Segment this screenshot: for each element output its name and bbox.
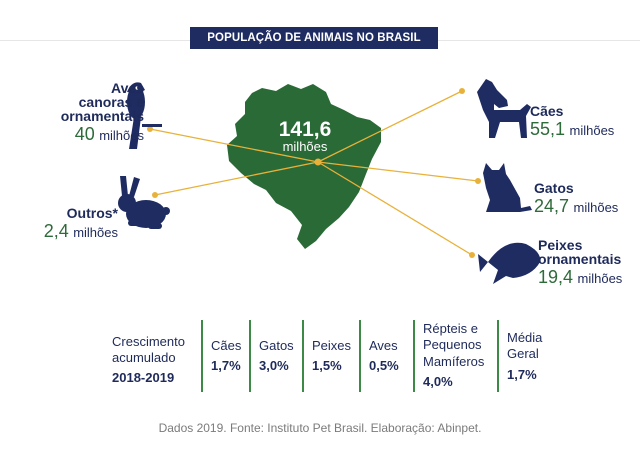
connector-gatos [317,161,479,182]
growth-value: 3,0% [259,358,289,374]
caes-label: Cães 55,1 milhões [530,104,630,139]
caes-name: Cães [530,103,564,119]
growth-label: Pequenos [423,337,482,353]
growth-period: 2018-2019 [112,369,175,385]
aves-name-line-1: Aves [111,80,144,96]
connector-caes [317,90,463,163]
end-dot-gatos [475,178,481,184]
connector-peixes [317,161,473,256]
caes-unit: milhões [569,123,615,138]
connector-outros [154,161,319,196]
peixes-name-line-1: Peixes [538,237,583,253]
peixes-value: 19,4 [538,267,574,287]
outros-label: Outros* 2,4 milhões [32,206,118,241]
caes-value: 55,1 [530,119,566,139]
growth-cell-gatos: Gatos 3,0% [259,338,294,375]
growth-cell-peixes: Peixes 1,5% [312,338,351,375]
gatos-value: 24,7 [534,196,570,216]
growth-label: Gatos [259,338,294,353]
outros-unit: milhões [73,225,118,240]
growth-label: Mamíferos [423,353,485,369]
total-unit: milhões [282,139,328,154]
dog-icon [477,79,531,138]
gatos-unit: milhões [573,200,619,215]
parrot-icon [127,82,162,149]
growth-cell-repteis: Répteis e Pequenos Mamíferos 4,0% [423,321,484,390]
page-title: POPULAÇÃO DE ANIMAIS NO BRASIL [190,27,438,49]
growth-separator [302,320,304,392]
growth-label: Cães [211,338,242,353]
growth-intro: Crescimento acumulado 2018-2019 [112,334,194,386]
growth-label: Peixes [312,338,352,353]
center-dot [314,158,322,166]
growth-cell-caes: Cães 1,7% [211,338,241,375]
growth-cell-media: Média Geral 1,7% [507,330,542,383]
growth-value: 1,5% [312,358,342,374]
aves-name-line-3: ornamentais [60,108,144,124]
cat-icon [483,163,532,212]
peixes-name-line-2: ornamentais [538,251,622,267]
total-value: 141,6 [278,118,332,141]
aves-unit: milhões [99,128,144,143]
fish-icon [478,242,541,284]
peixes-label: Peixes ornamentais 19,4 milhões [538,238,638,287]
growth-intro-line-1: Crescimento [112,334,185,349]
growth-label: Geral [507,346,539,362]
aves-label: Aves canoras e ornamentais 40 milhões [44,81,144,144]
end-dot-peixes [469,252,475,258]
growth-separator [413,320,415,392]
gatos-name: Gatos [534,180,574,196]
growth-label: Aves [369,338,398,353]
growth-intro-line-2: acumulado [112,350,176,366]
growth-cell-aves: Aves 0,5% [369,338,399,375]
growth-label: Répteis e [423,321,478,336]
growth-separator [249,320,251,392]
growth-value: 1,7% [507,366,537,382]
connector-aves [149,128,319,163]
outros-name: Outros* [66,205,118,221]
end-dot-caes [459,88,465,94]
end-dot-outros [152,192,158,198]
outros-value: 2,4 [43,221,69,241]
growth-separator [359,320,361,392]
source-note: Dados 2019. Fonte: Instituto Pet Brasil.… [158,421,482,435]
aves-value: 40 [74,124,95,144]
aves-name-line-2: canoras e [78,94,144,110]
end-dot-aves [147,126,153,132]
growth-separator [201,320,203,392]
growth-value: 0,5% [369,358,399,374]
map-graphic [118,79,541,284]
gatos-label: Gatos 24,7 milhões [534,181,634,216]
growth-separator [497,320,499,392]
rabbit-icon [118,176,170,229]
brazil-map [227,84,381,249]
growth-value: 4,0% [423,373,453,389]
growth-value: 1,7% [211,358,241,374]
peixes-unit: milhões [577,271,623,286]
growth-label: Média [507,330,543,345]
